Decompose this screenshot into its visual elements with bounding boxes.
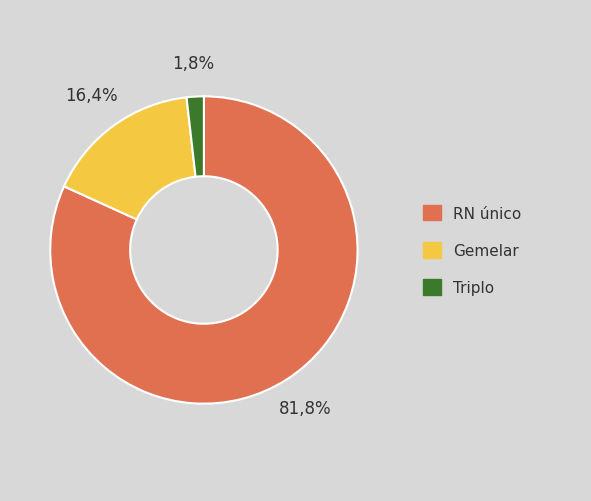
Wedge shape — [187, 97, 204, 177]
Wedge shape — [64, 98, 196, 220]
Text: 16,4%: 16,4% — [64, 87, 117, 104]
Wedge shape — [50, 97, 358, 404]
Text: 81,8%: 81,8% — [279, 399, 332, 417]
Legend: RN único, Gemelar, Triplo: RN único, Gemelar, Triplo — [423, 205, 522, 296]
Text: 1,8%: 1,8% — [172, 55, 215, 73]
